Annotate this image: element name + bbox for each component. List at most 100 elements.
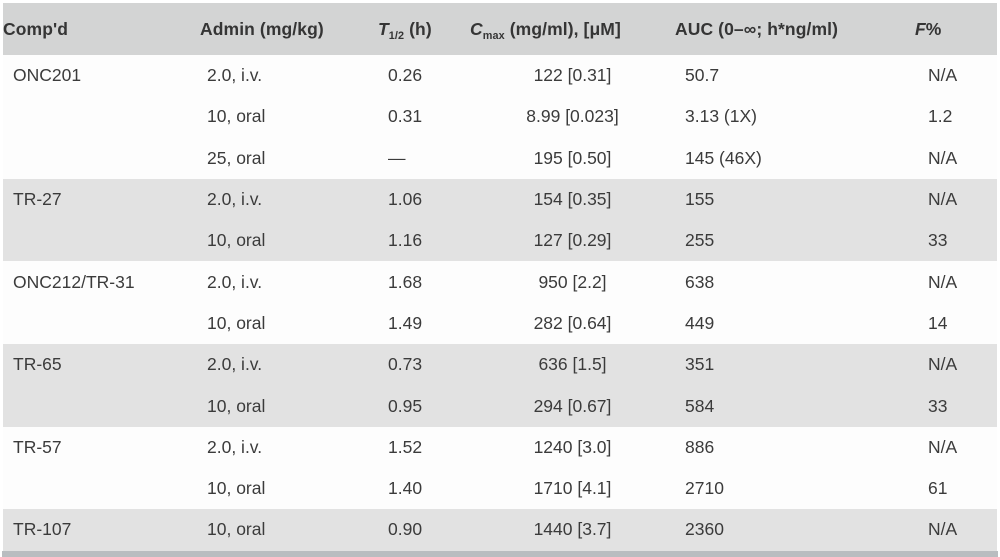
bottom-cutoff-bar (2, 551, 998, 557)
table-row: ONC201 2.0, i.v. 0.26 122 [0.31] 50.7 N/… (3, 55, 997, 97)
cell-f-percent: 33 (928, 395, 948, 416)
cell-cmax: 636 [1.5] (538, 354, 607, 375)
cell-auc: 2360 (685, 519, 724, 540)
cell-t-half: 0.73 (388, 354, 423, 375)
table-row: 10, oral 1.16 127 [0.29] 255 33 (3, 220, 997, 262)
cell-admin: 2.0, i.v. (207, 354, 263, 375)
cell-cmax: 127 [0.29] (533, 230, 612, 251)
cell-auc: 145 (46X) (685, 147, 762, 168)
table-row: TR-65 2.0, i.v. 0.73 636 [1.5] 351 N/A (3, 344, 997, 386)
table-row: 25, oral — 195 [0.50] 145 (46X) N/A (3, 137, 997, 179)
f-percent-sign: % (925, 18, 942, 39)
cell-f-percent: N/A (928, 147, 958, 168)
cell-cmax: 1710 [4.1] (533, 478, 612, 499)
cell-compound: TR-65 (13, 354, 62, 375)
cell-admin: 2.0, i.v. (207, 436, 263, 457)
cell-f-percent: 1.2 (928, 106, 953, 127)
cell-cmax: 1440 [3.7] (533, 519, 612, 540)
cell-admin: 10, oral (207, 519, 266, 540)
cell-auc: 255 (685, 230, 715, 251)
cell-auc: 50.7 (685, 65, 720, 86)
cell-auc: 155 (685, 189, 715, 210)
table-row: 10, oral 0.95 294 [0.67] 584 33 (3, 385, 997, 427)
cell-f-percent: 33 (928, 230, 948, 251)
cell-admin: 2.0, i.v. (207, 271, 263, 292)
cell-admin: 10, oral (207, 106, 266, 127)
cell-admin: 10, oral (207, 478, 266, 499)
cell-t-half: 0.90 (388, 519, 423, 540)
cell-f-percent: 61 (928, 478, 948, 499)
header-row: Comp'd Admin (mg/kg) T1/2 (h) Cmax (mg/m… (3, 3, 997, 55)
cell-auc: 584 (685, 395, 715, 416)
table-row: TR-107 10, oral 0.90 1440 [3.7] 2360 N/A (3, 509, 997, 551)
t-half-symbol: T (378, 18, 389, 39)
cell-cmax: 282 [0.64] (533, 312, 612, 333)
cell-compound (3, 385, 200, 426)
col-header-f-percent: F% (915, 3, 997, 55)
cell-cmax: 294 [0.67] (533, 395, 612, 416)
cell-cmax: 195 [0.50] (533, 147, 612, 168)
cell-compound: ONC212/TR-31 (13, 271, 135, 292)
cell-auc: 638 (685, 271, 715, 292)
table-row: 10, oral 1.49 282 [0.64] 449 14 (3, 302, 997, 345)
cell-t-half: 0.95 (388, 395, 423, 416)
cmax-symbol: C (470, 18, 483, 39)
col-header-auc: AUC (0–∞; h*ng/ml) (675, 18, 839, 39)
cell-f-percent: 14 (928, 312, 948, 333)
col-header-admin: Admin (mg/kg) (200, 18, 324, 39)
cell-t-half: 0.31 (388, 106, 423, 127)
pk-table: Comp'd Admin (mg/kg) T1/2 (h) Cmax (mg/m… (3, 3, 997, 551)
col-header-t-half: T1/2 (h) (378, 3, 470, 55)
table-row: TR-27 2.0, i.v. 1.06 154 [0.35] 155 N/A (3, 178, 997, 221)
table-row: TR-57 2.0, i.v. 1.52 1240 [3.0] 886 N/A (3, 426, 997, 468)
cell-f-percent: N/A (928, 354, 958, 375)
cell-f-percent: N/A (928, 189, 958, 210)
table-row: ONC212/TR-31 2.0, i.v. 1.68 950 [2.2] 63… (3, 261, 997, 303)
table-row: 10, oral 0.31 8.99 [0.023] 3.13 (1X) 1.2 (3, 96, 997, 138)
cell-admin: 10, oral (207, 230, 266, 251)
cell-compound (3, 138, 200, 179)
cell-compound (3, 468, 200, 509)
cell-compound (3, 96, 200, 137)
cell-cmax: 122 [0.31] (533, 65, 612, 86)
cell-compound: TR-57 (13, 436, 62, 457)
cell-auc: 3.13 (1X) (685, 106, 757, 127)
table-row: 10, oral 1.40 1710 [4.1] 2710 61 (3, 467, 997, 510)
cell-t-half: 1.06 (388, 189, 423, 210)
cell-auc: 886 (685, 436, 715, 457)
cell-t-half: 1.40 (388, 478, 423, 499)
cell-admin: 10, oral (207, 395, 266, 416)
cell-compound (3, 220, 200, 261)
cell-t-half: 1.16 (388, 230, 423, 251)
cell-cmax: 1240 [3.0] (533, 436, 612, 457)
cell-admin: 2.0, i.v. (207, 189, 263, 210)
cmax-units: (mg/ml), [μM] (504, 18, 621, 39)
cell-compound (3, 303, 200, 344)
cell-f-percent: N/A (928, 519, 958, 540)
cell-compound: TR-107 (13, 519, 72, 540)
cell-t-half: 1.49 (388, 312, 423, 333)
cell-cmax: 950 [2.2] (538, 271, 607, 292)
cell-admin: 10, oral (207, 312, 266, 333)
t-half-subscript: 1/2 (388, 29, 405, 42)
cell-f-percent: N/A (928, 65, 958, 86)
cell-t-half: 0.26 (388, 65, 423, 86)
cell-admin: 25, oral (207, 147, 266, 168)
cell-cmax: 154 [0.35] (533, 189, 612, 210)
cell-compound: ONC201 (13, 65, 82, 86)
cell-admin: 2.0, i.v. (207, 65, 263, 86)
cell-f-percent: N/A (928, 436, 958, 457)
cell-t-half: 1.52 (388, 436, 423, 457)
cell-compound: TR-27 (13, 189, 62, 210)
cell-t-half: — (388, 147, 406, 168)
cell-auc: 351 (685, 354, 715, 375)
col-header-cmax: Cmax (mg/ml), [μM] (470, 3, 675, 55)
t-half-units: (h) (404, 18, 432, 39)
cell-auc: 2710 (685, 478, 724, 499)
cell-auc: 449 (685, 312, 715, 333)
cell-cmax: 8.99 [0.023] (526, 106, 619, 127)
f-symbol: F (915, 18, 926, 39)
cell-f-percent: N/A (928, 271, 958, 292)
cmax-subscript: max (482, 29, 505, 42)
